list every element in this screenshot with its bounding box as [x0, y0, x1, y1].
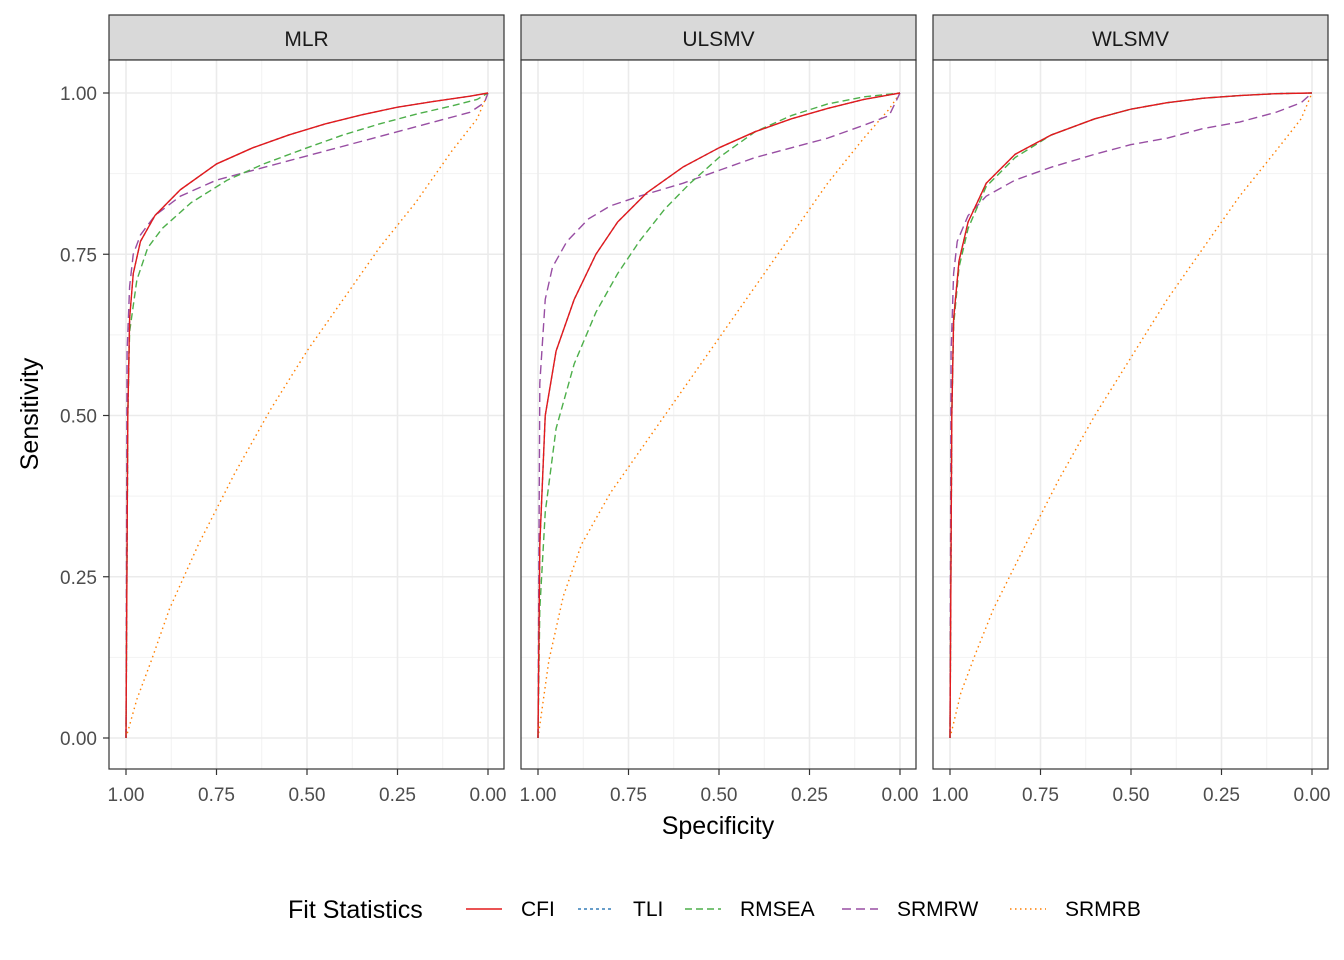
y-tick-label: 1.00 [60, 84, 97, 105]
facet-panels: MLR 1.00 0.75 0.50 0.25 0.00 0.00 0.25 0.50 0.75 1… [60, 14, 1331, 806]
x-tick-label: 0.50 [701, 785, 738, 806]
x-tick-label: 0.25 [1203, 785, 1240, 806]
x-tick-label: 0.75 [1022, 785, 1059, 806]
x-tick-label: 1.00 [108, 785, 145, 806]
y-tick-label: 0.25 [60, 568, 97, 589]
legend-item-rmsea: RMSEA [685, 898, 815, 921]
legend-label: SRMRB [1065, 898, 1141, 921]
legend-items: CFI TLI RMSEA SRMRW SRMRB [466, 898, 1141, 921]
legend-title: Fit Statistics [288, 896, 423, 924]
y-axis-title: Sensitivity [16, 357, 44, 470]
series-line-rmsea [125, 92, 489, 739]
strip-label: WLSMV [1092, 28, 1169, 51]
series-group [537, 92, 901, 739]
legend-label: TLI [633, 898, 663, 921]
legend-label: RMSEA [740, 898, 815, 921]
panel-mlr: MLR 1.00 0.75 0.50 0.25 0.00 0.00 0.25 0.50 0.75 1… [60, 14, 507, 806]
series-line-rmsea [537, 92, 901, 739]
legend: Fit Statistics CFI TLI RMSEA SRMRW SRMRB [288, 896, 1141, 924]
x-tick-label: 0.75 [198, 785, 235, 806]
legend-item-tli: TLI [578, 898, 663, 921]
legend-item-cfi: CFI [466, 898, 555, 921]
strip-background [932, 14, 1329, 61]
legend-label: SRMRW [897, 898, 978, 921]
strip-label: MLR [284, 28, 328, 51]
x-tick-label: 0.50 [1113, 785, 1150, 806]
x-tick-label: 0.00 [882, 785, 919, 806]
series-line-cfi [537, 92, 901, 739]
legend-item-srmrb: SRMRB [1010, 898, 1141, 921]
y-tick-label: 0.00 [60, 729, 97, 750]
series-line-srmrb [949, 92, 1313, 739]
x-tick-label: 0.00 [470, 785, 507, 806]
strip-background [108, 14, 505, 61]
series-group [125, 92, 489, 739]
series-line-srmrw [949, 92, 1313, 739]
x-axis-title: Specificity [662, 812, 775, 840]
x-tick-label: 1.00 [932, 785, 969, 806]
strip-label: ULSMV [682, 28, 754, 51]
series-line-srmrb [125, 92, 489, 739]
legend-item-srmrw: SRMRW [842, 898, 978, 921]
series-line-cfi [125, 92, 489, 739]
series-line-cfi [949, 92, 1313, 739]
panel-ulsmv: ULSMV 1.00 0.75 0.50 0.25 0.00 [520, 14, 919, 806]
strip-background [520, 14, 917, 61]
x-tick-label: 0.50 [289, 785, 326, 806]
x-tick-label: 0.25 [379, 785, 416, 806]
series-group [949, 92, 1313, 739]
y-tick-label: 0.50 [60, 407, 97, 428]
series-line-srmrb [537, 92, 901, 739]
legend-label: CFI [521, 898, 555, 921]
series-line-srmrw [537, 92, 901, 739]
y-tick-label: 0.75 [60, 245, 97, 266]
x-tick-label: 1.00 [520, 785, 557, 806]
x-tick-label: 0.25 [791, 785, 828, 806]
series-line-srmrw [125, 92, 489, 739]
x-tick-label: 0.75 [610, 785, 647, 806]
x-tick-label: 0.00 [1294, 785, 1331, 806]
panel-wlsmv: WLSMV 1.00 0.75 0.50 0.25 0.00 [932, 14, 1331, 806]
